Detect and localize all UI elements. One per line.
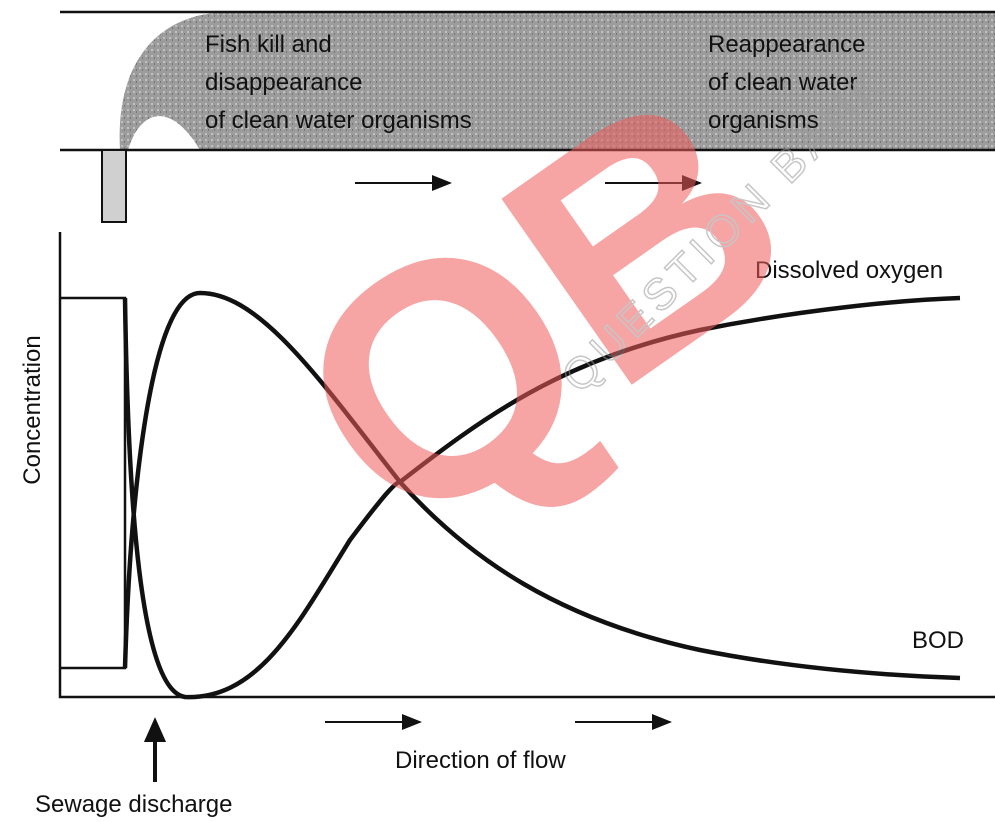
- source-label: Sewage discharge: [35, 791, 232, 818]
- flow-label: Direction of flow: [395, 747, 566, 774]
- label-line: Reappearance: [708, 31, 865, 58]
- axis-label: Concentration: [19, 335, 46, 484]
- figure: Fish kill and disappearance of clean water…: [0, 0, 995, 822]
- label-line: disappearance: [205, 69, 362, 96]
- label-line: of clean water organisms: [205, 107, 472, 134]
- curve-label: BOD: [912, 627, 964, 654]
- label-line: Fish kill and: [205, 31, 332, 58]
